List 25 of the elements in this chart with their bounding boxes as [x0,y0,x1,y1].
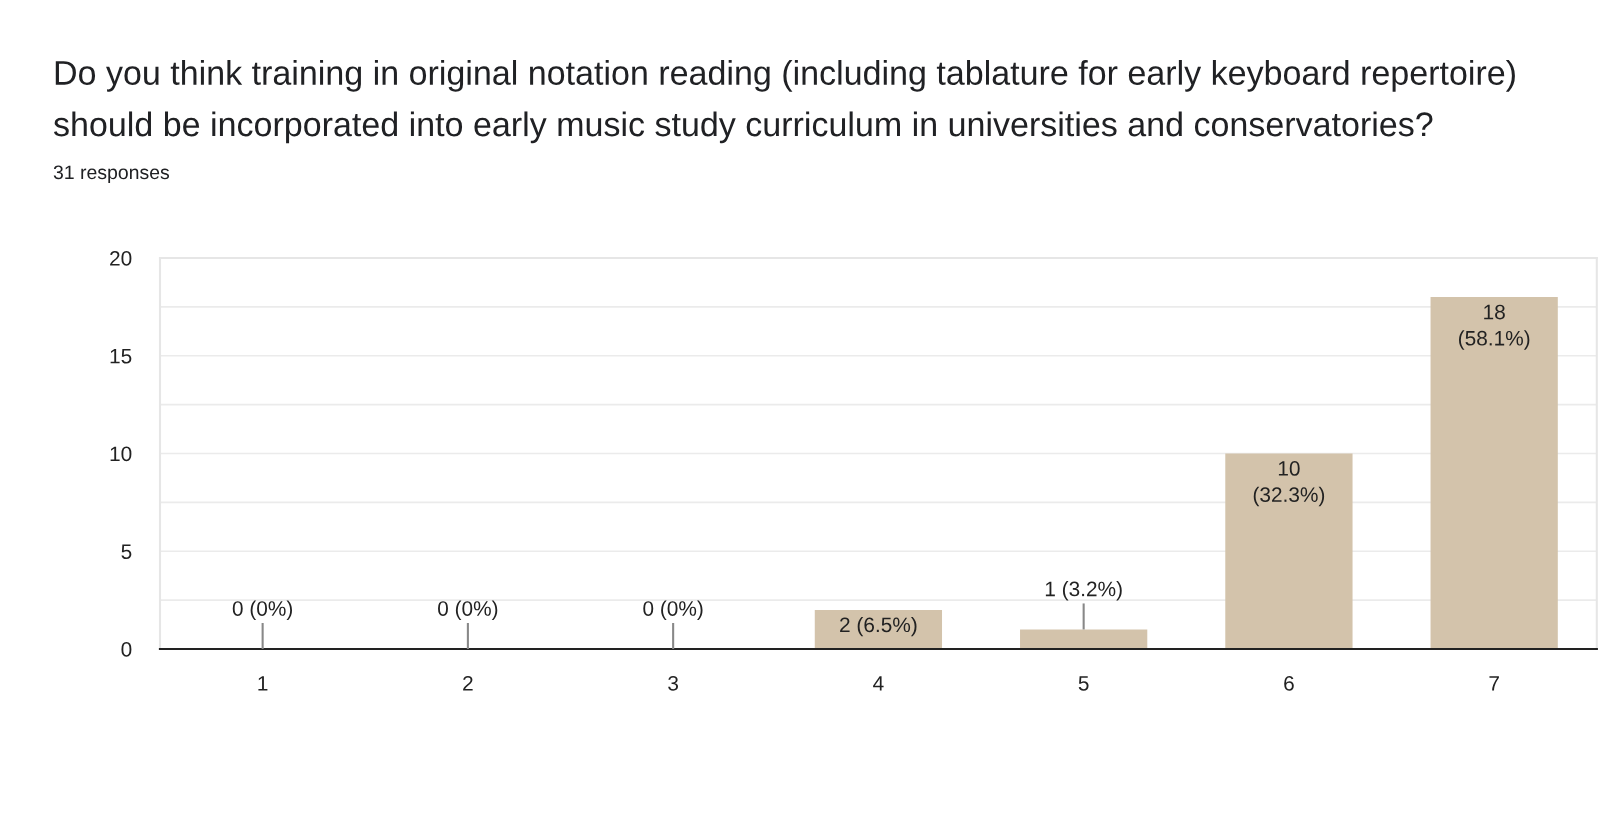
data-label: 10 (32.3%) [1253,461,1325,507]
y-tick-label: 20 [110,251,132,266]
x-tick-label: 5 [1078,676,1089,691]
x-tick-label: 4 [873,676,884,691]
y-tick-label: 15 [110,348,132,364]
data-label: 18 (58.1%) [1458,304,1530,350]
data-label: 0 (0%) [232,600,293,620]
x-tick-label: 7 [1489,676,1499,691]
y-tick-label: 10 [110,446,132,462]
data-label: 1 (3.2%) [1045,581,1122,601]
data-label: 0 (0%) [643,600,703,620]
bar [1430,297,1558,649]
chart-title: Do you think training in original notation reading (including tablature for early keyboard repertoire) should be incorporated into early music study curriculum in universities and conservatories? [53,60,1515,144]
y-tick-label: 0 [121,642,132,657]
x-tick-label: 6 [1284,675,1294,691]
x-tick-label: 1 [258,676,268,691]
bar [814,609,943,649]
x-tick-label: 2 [463,675,473,691]
bar [1225,453,1353,649]
chart-subtitle: 31 responses [53,165,170,184]
x-tick-label: 3 [668,675,679,691]
bar [1020,629,1148,649]
data-label: 2 (6.5%) [840,616,917,637]
data-label: 0 (0%) [438,600,498,620]
y-tick-label: 5 [121,544,132,559]
